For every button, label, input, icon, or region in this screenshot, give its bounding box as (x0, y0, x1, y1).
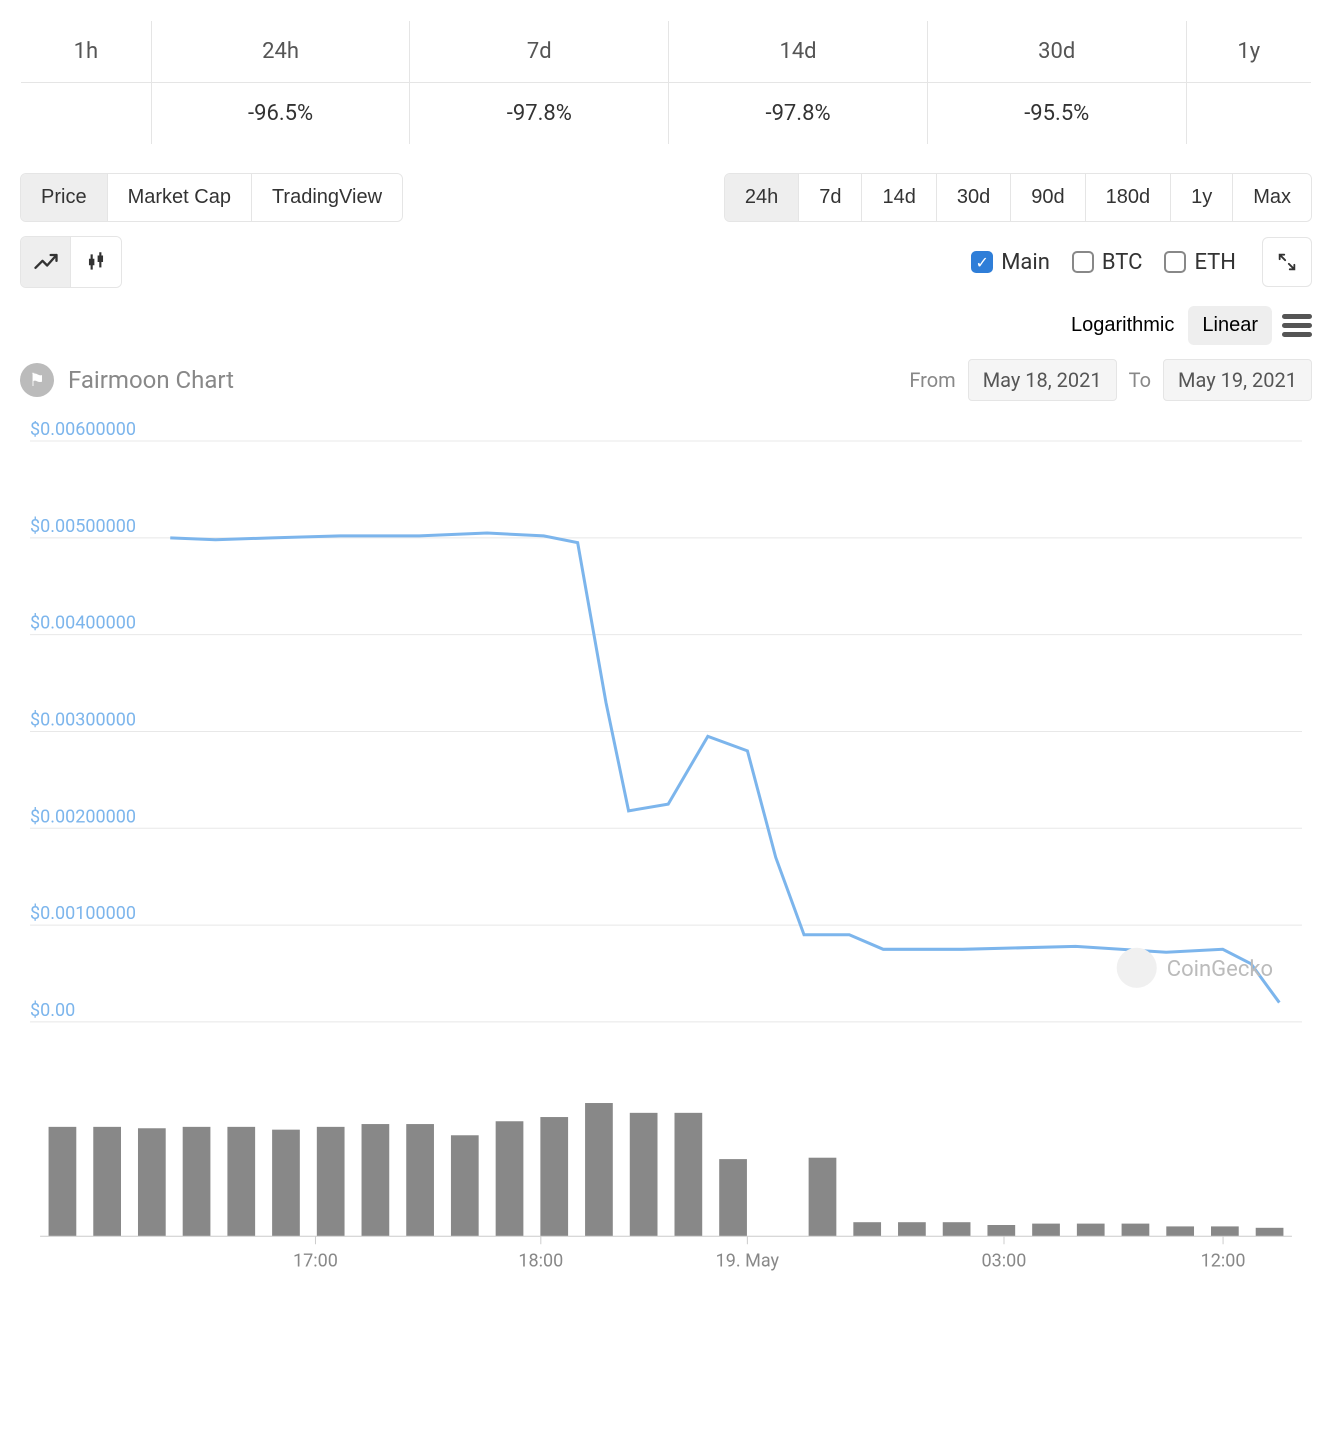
x-axis-label: 18:00 (518, 1250, 563, 1271)
from-label: From (909, 368, 955, 392)
view-tab[interactable]: TradingView (252, 174, 402, 221)
range-tab[interactable]: 90d (1011, 174, 1085, 221)
range-tab[interactable]: 30d (937, 174, 1011, 221)
range-tab[interactable]: 1y (1171, 174, 1233, 221)
x-axis-label: 19. May (716, 1250, 780, 1271)
y-axis-label: $0.00200000 (30, 806, 136, 827)
checkbox-icon (1072, 251, 1094, 273)
volume-bar (1032, 1224, 1060, 1237)
scale-button[interactable]: Linear (1188, 306, 1272, 345)
currency-check[interactable]: BTC (1072, 250, 1143, 275)
currency-checks: ✓ Main BTC ETH (971, 250, 1236, 275)
x-axis-label: 12:00 (1201, 1250, 1246, 1271)
range-tab[interactable]: 180d (1086, 174, 1172, 221)
volume-bar (1256, 1228, 1284, 1236)
volume-bar (719, 1159, 747, 1236)
volume-bar (1077, 1224, 1105, 1237)
line-chart-button[interactable] (21, 237, 71, 287)
volume-bar (272, 1130, 300, 1237)
x-axis-label: 03:00 (982, 1250, 1027, 1271)
view-tabs: PriceMarket CapTradingView (20, 173, 403, 222)
volume-bar (585, 1103, 613, 1236)
y-axis-label: $0.00100000 (30, 903, 136, 924)
perf-cell (21, 83, 152, 145)
scale-button[interactable]: Logarithmic (1057, 306, 1188, 345)
x-axis-label: 17:00 (293, 1250, 338, 1271)
volume-bar (943, 1222, 971, 1236)
candlestick-button[interactable] (71, 237, 121, 287)
volume-bar (406, 1124, 434, 1236)
chart-menu-button[interactable] (1282, 310, 1312, 341)
perf-cell: -96.5% (151, 83, 410, 145)
volume-bar-chart: 17:00 18:00 19. May 03:00 12:00 (20, 1086, 1312, 1286)
range-tab[interactable]: 7d (799, 174, 862, 221)
perf-col-header: 14d (669, 21, 928, 83)
checkbox-label: Main (1001, 250, 1050, 275)
perf-col-header: 1h (21, 21, 152, 83)
performance-table: 1h24h7d14d30d1y -96.5%-97.8%-97.8%-95.5% (20, 20, 1312, 145)
fullscreen-button[interactable] (1262, 237, 1312, 287)
perf-col-header: 7d (410, 21, 669, 83)
volume-bar (227, 1127, 255, 1236)
volume-bar (183, 1127, 211, 1236)
to-date-input[interactable]: May 19, 2021 (1163, 359, 1312, 401)
chart-title-text: Fairmoon Chart (68, 366, 234, 394)
perf-cell: -95.5% (927, 83, 1186, 145)
candlestick-icon (83, 249, 109, 275)
y-axis-label: $0.00500000 (30, 516, 136, 537)
from-date-input[interactable]: May 18, 2021 (968, 359, 1117, 401)
perf-cell: -97.8% (669, 83, 928, 145)
volume-bar (1166, 1226, 1194, 1236)
volume-bar (362, 1124, 390, 1236)
date-range: From May 18, 2021 To May 19, 2021 (909, 359, 1312, 401)
view-tab[interactable]: Market Cap (108, 174, 252, 221)
checkbox-icon: ✓ (971, 251, 993, 273)
volume-bar (496, 1121, 524, 1236)
line-chart-icon (32, 248, 60, 276)
range-tab[interactable]: 14d (862, 174, 936, 221)
y-axis-label: $0.00400000 (30, 613, 136, 634)
coin-icon: ⚑ (20, 363, 54, 397)
volume-bar (853, 1222, 881, 1236)
volume-bar (317, 1127, 345, 1236)
scale-toggle: LogarithmicLinear (1057, 306, 1272, 345)
volume-bar (809, 1158, 837, 1237)
volume-bar (898, 1222, 926, 1236)
volume-bar (540, 1117, 568, 1236)
volume-bar (93, 1127, 121, 1236)
volume-bar (1122, 1224, 1150, 1237)
to-label: To (1129, 368, 1151, 392)
volume-bar (1211, 1226, 1239, 1236)
perf-col-header: 24h (151, 21, 410, 83)
y-axis-label: $0.00600000 (30, 421, 136, 440)
price-line-chart: $0.00 $0.00100000 $0.00200000 $0.00300000 $0… (20, 421, 1312, 1042)
view-tab[interactable]: Price (21, 174, 108, 221)
volume-bar (630, 1113, 658, 1236)
range-tab[interactable]: Max (1233, 174, 1311, 221)
volume-bar (138, 1128, 166, 1236)
perf-cell (1186, 83, 1311, 145)
watermark: CoinGecko (1167, 957, 1273, 982)
perf-cell: -97.8% (410, 83, 669, 145)
currency-check[interactable]: ETH (1164, 250, 1236, 275)
checkbox-label: BTC (1102, 250, 1143, 275)
volume-bar (451, 1135, 479, 1236)
perf-col-header: 30d (927, 21, 1186, 83)
perf-col-header: 1y (1186, 21, 1311, 83)
checkbox-icon (1164, 251, 1186, 273)
range-tab[interactable]: 24h (725, 174, 799, 221)
volume-bar (674, 1113, 702, 1236)
expand-icon (1276, 251, 1298, 273)
chart-type-toggle (20, 236, 122, 288)
volume-bar (987, 1225, 1015, 1236)
price-series (170, 533, 1279, 1003)
currency-check[interactable]: ✓ Main (971, 250, 1050, 275)
range-tabs: 24h7d14d30d90d180d1yMax (724, 173, 1312, 222)
volume-bar (49, 1127, 77, 1236)
y-axis-label: $0.00 (30, 1000, 75, 1021)
y-axis-label: $0.00300000 (30, 709, 136, 730)
checkbox-label: ETH (1194, 250, 1236, 275)
chart-title: ⚑ Fairmoon Chart (20, 363, 234, 397)
